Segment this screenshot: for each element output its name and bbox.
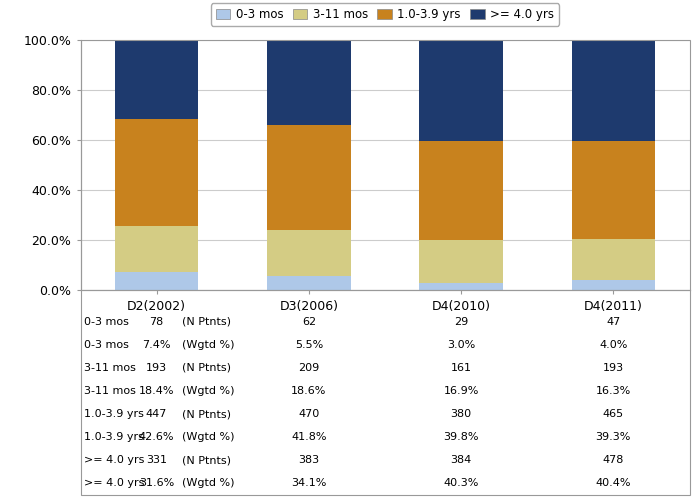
Text: 1.0-3.9 yrs: 1.0-3.9 yrs	[84, 409, 144, 419]
Text: 40.3%: 40.3%	[443, 478, 479, 488]
Bar	[419, 282, 503, 290]
Text: 384: 384	[451, 456, 472, 466]
Text: 1.0-3.9 yrs: 1.0-3.9 yrs	[84, 432, 144, 442]
Text: 18.4%: 18.4%	[139, 386, 174, 396]
Text: 41.8%: 41.8%	[291, 432, 327, 442]
Text: >= 4.0 yrs: >= 4.0 yrs	[84, 456, 144, 466]
Text: 39.8%: 39.8%	[443, 432, 479, 442]
Text: (N Ptnts): (N Ptnts)	[182, 316, 231, 326]
Text: >= 4.0 yrs: >= 4.0 yrs	[84, 478, 144, 488]
Text: 5.5%: 5.5%	[295, 340, 323, 349]
Text: 39.3%: 39.3%	[596, 432, 631, 442]
Legend: 0-3 mos, 3-11 mos, 1.0-3.9 yrs, >= 4.0 yrs: 0-3 mos, 3-11 mos, 1.0-3.9 yrs, >= 4.0 y…	[211, 4, 559, 26]
Text: 29: 29	[454, 316, 468, 326]
Bar	[115, 272, 199, 290]
Text: 380: 380	[451, 409, 472, 419]
Text: 34.1%: 34.1%	[291, 478, 327, 488]
Text: 16.9%: 16.9%	[443, 386, 479, 396]
Bar	[571, 280, 655, 290]
Text: 470: 470	[298, 409, 319, 419]
Text: 40.4%: 40.4%	[596, 478, 631, 488]
Text: 4.0%: 4.0%	[599, 340, 628, 349]
Text: 62: 62	[302, 316, 316, 326]
Bar	[419, 141, 503, 240]
Text: (Wgtd %): (Wgtd %)	[182, 432, 234, 442]
Text: 447: 447	[146, 409, 167, 419]
Text: 78: 78	[150, 316, 164, 326]
Text: 3-11 mos: 3-11 mos	[84, 386, 136, 396]
Text: 193: 193	[146, 363, 167, 373]
Bar	[267, 276, 351, 290]
Bar	[115, 226, 199, 272]
Text: (Wgtd %): (Wgtd %)	[182, 340, 234, 349]
Text: 3-11 mos: 3-11 mos	[84, 363, 136, 373]
Text: 18.6%: 18.6%	[291, 386, 327, 396]
Text: 0-3 mos: 0-3 mos	[84, 316, 129, 326]
Text: 161: 161	[451, 363, 472, 373]
Text: 465: 465	[603, 409, 624, 419]
Bar	[571, 40, 655, 141]
Bar	[115, 40, 199, 119]
Bar	[267, 125, 351, 230]
Text: (Wgtd %): (Wgtd %)	[182, 386, 234, 396]
Text: 383: 383	[298, 456, 319, 466]
Text: 47: 47	[606, 316, 620, 326]
Text: 3.0%: 3.0%	[447, 340, 475, 349]
Bar	[419, 40, 503, 141]
Text: (N Ptnts): (N Ptnts)	[182, 363, 231, 373]
Text: 7.4%: 7.4%	[142, 340, 171, 349]
Bar	[115, 119, 199, 226]
Text: (N Ptnts): (N Ptnts)	[182, 456, 231, 466]
Text: 0-3 mos: 0-3 mos	[84, 340, 129, 349]
Text: (Wgtd %): (Wgtd %)	[182, 478, 234, 488]
Text: 42.6%: 42.6%	[139, 432, 174, 442]
Bar	[571, 240, 655, 280]
Bar	[571, 141, 655, 240]
Text: 331: 331	[146, 456, 167, 466]
Text: 31.6%: 31.6%	[139, 478, 174, 488]
Text: 478: 478	[603, 456, 624, 466]
Text: 193: 193	[603, 363, 624, 373]
Text: (N Ptnts): (N Ptnts)	[182, 409, 231, 419]
Bar	[419, 240, 503, 282]
Bar	[267, 230, 351, 276]
Text: 16.3%: 16.3%	[596, 386, 631, 396]
Bar	[267, 40, 351, 125]
Text: 209: 209	[298, 363, 319, 373]
